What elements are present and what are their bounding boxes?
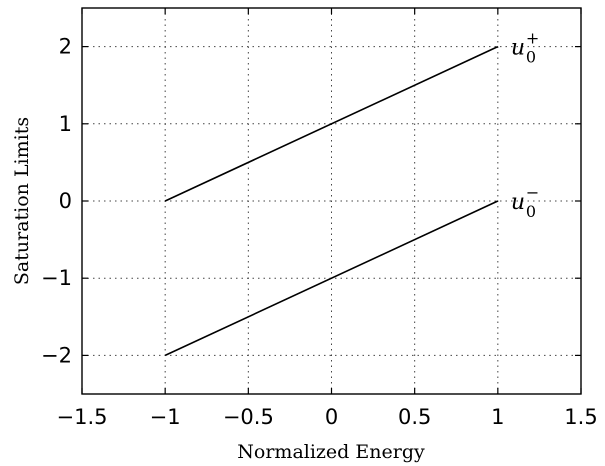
y-tick-label: 1: [59, 112, 72, 136]
x-tick-label: −0.5: [223, 405, 274, 429]
y-tick-label: −2: [41, 343, 72, 367]
series-annotation-2: u: [511, 190, 525, 215]
y-tick-label: −1: [41, 266, 72, 290]
grid-lines: [82, 8, 581, 394]
x-tick-label: 1: [491, 405, 504, 429]
x-tick-label: 1.5: [564, 405, 597, 429]
series-annotation-sub: 0: [526, 202, 536, 221]
series-annotation-sub: 0: [526, 48, 536, 67]
plot-frame: [81, 7, 582, 395]
x-tick-label: 0: [325, 405, 338, 429]
x-axis-label: Normalized Energy: [237, 441, 425, 463]
series-lines: [164, 45, 499, 357]
y-axis-label: Saturation Limits: [11, 117, 33, 285]
x-tick-labels: −1.5 −1 −0.5 0 0.5 1 1.5: [57, 405, 598, 429]
series-line-2: [164, 200, 499, 357]
series-line-1: [164, 45, 499, 202]
y-tick-label: 0: [59, 189, 72, 213]
x-tick-label: −1: [150, 405, 181, 429]
series-annotation-sup: +: [526, 29, 539, 48]
x-tick-label: 0.5: [398, 405, 431, 429]
x-tick-label: −1.5: [57, 405, 108, 429]
y-tick-labels: −2 −1 0 1 2: [41, 35, 72, 368]
series-annotation-sup: −: [526, 183, 539, 202]
series-annotation-1: u: [511, 36, 525, 61]
y-tick-label: 2: [59, 35, 72, 59]
series-annotations: u +0u −0: [511, 29, 539, 221]
